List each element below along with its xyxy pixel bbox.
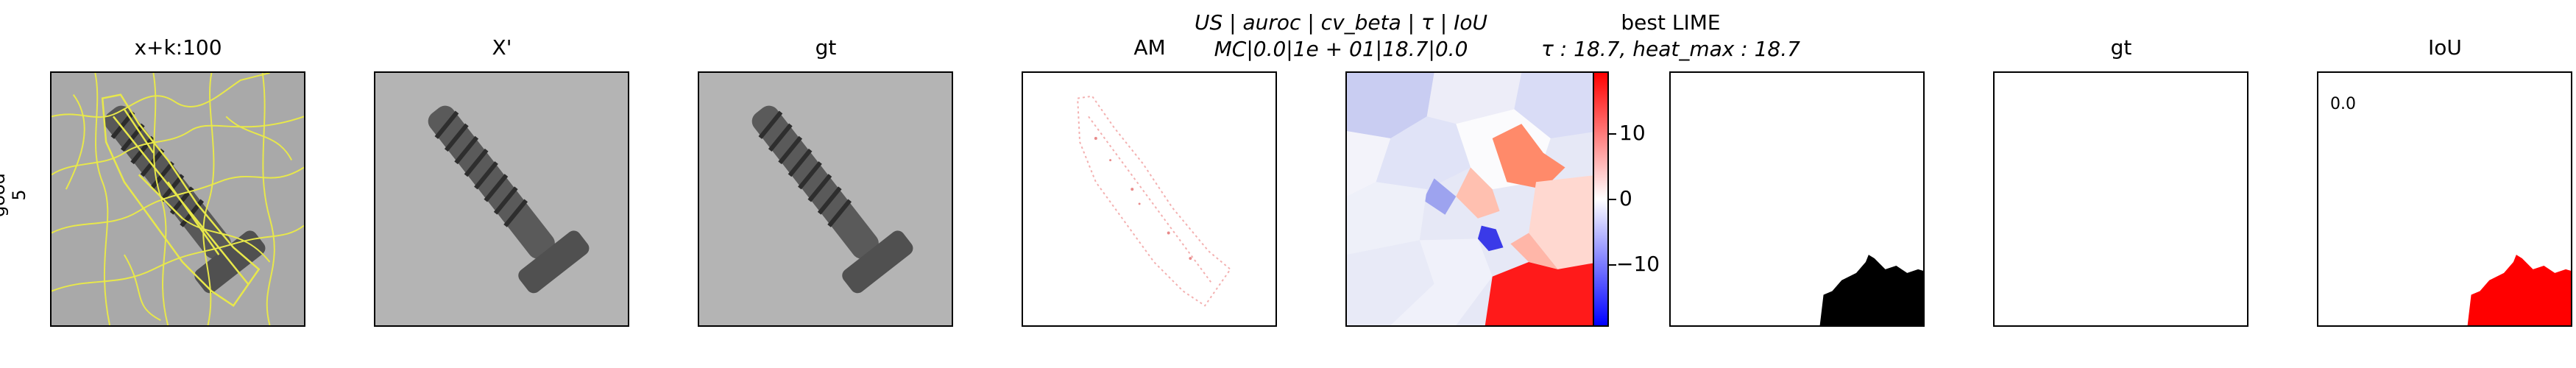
panel-ground-truth-mask [1993,71,2248,327]
panel-best-lime-mask [1669,71,1925,327]
row-label-class: good [0,173,9,217]
panel4-title: AM [1133,35,1166,60]
iou-mask-image [2318,73,2571,325]
panel2-title: X' [492,35,512,60]
row-label-index: 5 [9,189,29,201]
colorbar-tick [1609,133,1616,135]
panel-iou-overlay: 0.0 [2317,71,2572,327]
heatmap-image [1347,73,1599,325]
heatmap-colorbar [1593,71,1609,327]
colorbar-tick-label: 10 [1619,121,1646,145]
panel5-title-line2: MC|0.0|1e + 01|18.7|0.0 [1214,37,1468,61]
panel5-title-line1: US | auroc | cv_beta | τ | IoU [1195,10,1487,35]
row-label: good 5 [0,158,29,232]
lime-mask-image [1671,73,1923,325]
panel8-title: IoU [2428,35,2462,60]
panel-uncertainty-heatmap [1345,71,1601,327]
panel6-title-line1: best LIME [1621,10,1721,35]
segmented-screw-image [52,73,304,325]
anomaly-map-image [1023,73,1275,325]
panel3-title: gt [815,35,837,60]
panel-ground-truth-image [698,71,953,327]
panel-reconstructed-image [374,71,629,327]
colorbar-tick-label: −10 [1616,252,1660,276]
colorbar-tick [1609,199,1616,200]
panel-anomaly-map [1022,71,1277,327]
colorbar-tick-label: 0 [1619,186,1632,210]
panel7-title: gt [2110,35,2132,60]
panel-segmented-image [50,71,305,327]
screw-image-xprime [375,73,628,325]
panel6-title-line2: τ : 18.7, heat_max : 18.7 [1541,37,1800,61]
iou-value: 0.0 [2330,95,2356,113]
gt-mask-image [1995,73,2247,325]
panel1-title: x+k:100 [134,35,222,60]
colorbar-tick [1609,264,1616,266]
screw-image-gt [699,73,952,325]
